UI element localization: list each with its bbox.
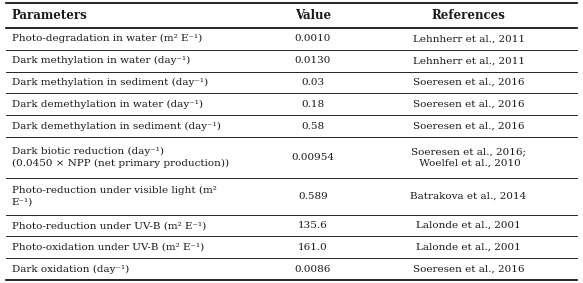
Text: 0.18: 0.18 — [301, 100, 325, 109]
Text: 0.03: 0.03 — [301, 78, 325, 87]
Text: Dark demethylation in water (day⁻¹): Dark demethylation in water (day⁻¹) — [12, 100, 202, 109]
Text: References: References — [431, 9, 505, 22]
Text: Dark demethylation in sediment (day⁻¹): Dark demethylation in sediment (day⁻¹) — [12, 122, 220, 131]
Text: Lehnherr et al., 2011: Lehnherr et al., 2011 — [413, 34, 525, 43]
Text: Dark biotic reduction (day⁻¹)
(0.0450 × NPP (net primary production)): Dark biotic reduction (day⁻¹) (0.0450 × … — [12, 147, 229, 168]
Text: 0.58: 0.58 — [301, 122, 325, 131]
Text: Lalonde et al., 2001: Lalonde et al., 2001 — [416, 221, 521, 230]
Text: 0.0010: 0.0010 — [295, 34, 331, 43]
Text: Photo-oxidation under UV-B (m² E⁻¹): Photo-oxidation under UV-B (m² E⁻¹) — [12, 243, 204, 252]
Text: 0.0086: 0.0086 — [295, 265, 331, 274]
Text: Soeresen et al., 2016;
 Woelfel et al., 2010: Soeresen et al., 2016; Woelfel et al., 2… — [411, 147, 526, 167]
Text: Soeresen et al., 2016: Soeresen et al., 2016 — [413, 265, 524, 274]
Text: Dark methylation in sediment (day⁻¹): Dark methylation in sediment (day⁻¹) — [12, 78, 208, 87]
Text: Photo-reduction under UV-B (m² E⁻¹): Photo-reduction under UV-B (m² E⁻¹) — [12, 221, 206, 230]
Text: Dark oxidation (day⁻¹): Dark oxidation (day⁻¹) — [12, 265, 129, 274]
Text: 135.6: 135.6 — [298, 221, 328, 230]
Text: 161.0: 161.0 — [298, 243, 328, 252]
Text: Dark methylation in water (day⁻¹): Dark methylation in water (day⁻¹) — [12, 56, 190, 65]
Text: Value: Value — [295, 9, 331, 22]
Text: 0.0130: 0.0130 — [295, 56, 331, 65]
Text: Soeresen et al., 2016: Soeresen et al., 2016 — [413, 100, 524, 109]
Text: Lehnherr et al., 2011: Lehnherr et al., 2011 — [413, 56, 525, 65]
Text: Soeresen et al., 2016: Soeresen et al., 2016 — [413, 122, 524, 131]
Text: 0.00954: 0.00954 — [292, 153, 335, 162]
Text: Photo-reduction under visible light (m²
E⁻¹): Photo-reduction under visible light (m² … — [12, 186, 216, 206]
Text: Soeresen et al., 2016: Soeresen et al., 2016 — [413, 78, 524, 87]
Text: Lalonde et al., 2001: Lalonde et al., 2001 — [416, 243, 521, 252]
Text: Parameters: Parameters — [12, 9, 87, 22]
Text: Batrakova et al., 2014: Batrakova et al., 2014 — [410, 192, 526, 201]
Text: Photo-degradation in water (m² E⁻¹): Photo-degradation in water (m² E⁻¹) — [12, 34, 202, 43]
Text: 0.589: 0.589 — [298, 192, 328, 201]
